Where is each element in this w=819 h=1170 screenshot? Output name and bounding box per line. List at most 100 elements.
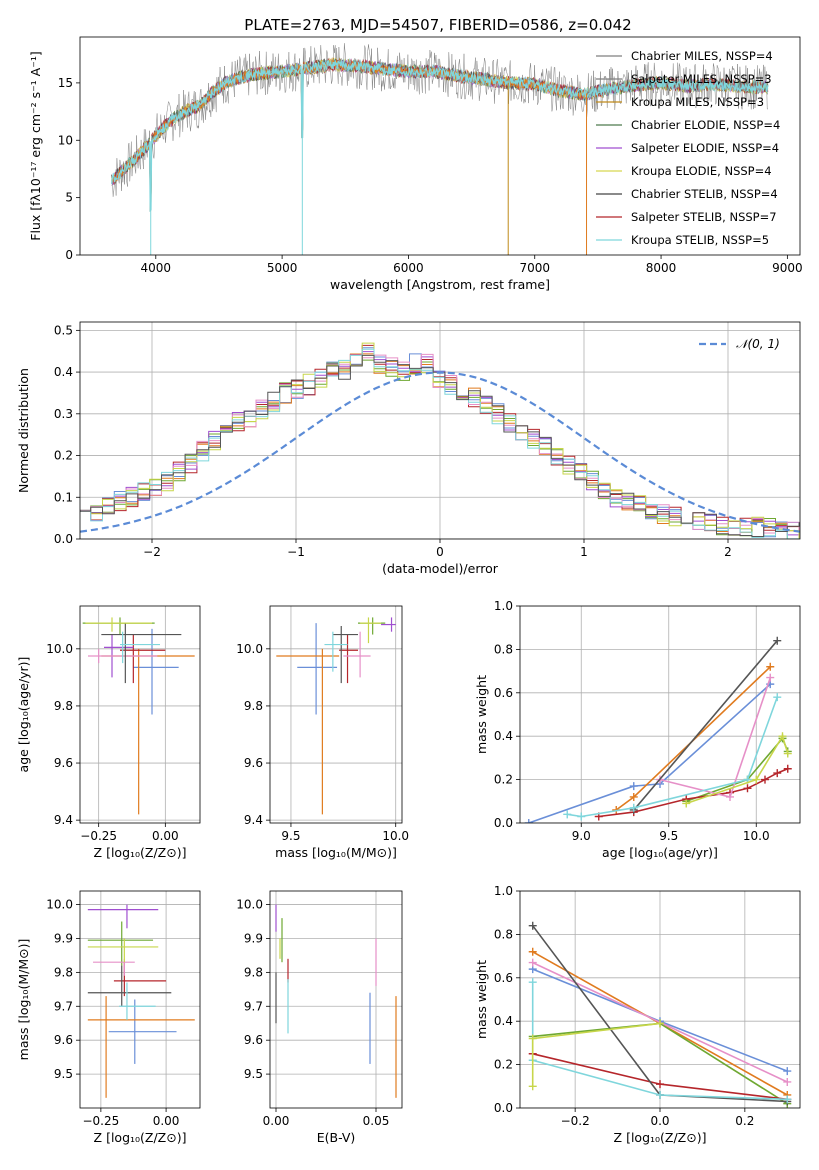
mass-weight-marker	[629, 782, 638, 791]
y-tick-label: 0.8	[494, 927, 513, 941]
mass-weight-line	[685, 736, 789, 803]
x-tick-label: 10.0	[743, 829, 770, 843]
y-tick-label: 15	[58, 76, 73, 90]
x-tick-label: 0	[436, 545, 444, 559]
y-axis-label: mass weight	[474, 960, 489, 1039]
x-axis-label: Z [log₁₀(Z/Z⊙)]	[614, 1130, 707, 1145]
y-tick-label: 0.6	[494, 971, 513, 985]
y-tick-label: 0.3	[54, 407, 73, 421]
plot-area	[520, 891, 800, 1108]
mass-weight-marker	[528, 1034, 537, 1043]
y-tick-label: 0.4	[494, 729, 513, 743]
x-axis-label: Z [log₁₀(Z/Z⊙)]	[94, 1130, 187, 1145]
y-axis-label: age [log₁₀(age/yr)]	[16, 657, 31, 773]
y-tick-label: 0.2	[494, 773, 513, 787]
y-axis-label: Flux [fλ10⁻¹⁷ erg cm⁻² s⁻¹ A⁻¹]	[28, 51, 43, 240]
x-tick-label: 4000	[141, 261, 172, 275]
y-tick-label: 9.7	[54, 999, 73, 1013]
x-axis-label: E(B-V)	[317, 1130, 356, 1145]
mass-weight-marker	[773, 693, 782, 702]
panel-age-vs-mass: 9.5 10.0 9.4 9.6 9.8 10.0 mass [log₁₀(M/M⊙)]	[236, 605, 409, 860]
panel-age-vs-Z: −0.25 0.00 9.4 9.6 9.8 10.0 Z [log₁₀(Z/Z⊙)] age…	[16, 605, 201, 860]
legend-label: Chabrier STELIB, NSSP=4	[631, 187, 778, 201]
histogram-step-line	[80, 359, 800, 539]
y-tick-label: 0	[65, 248, 73, 262]
y-tick-label: 5	[65, 191, 73, 205]
y-tick-label: 0.4	[54, 365, 73, 379]
mass-weight-marker	[773, 769, 782, 778]
mass-weight-marker	[726, 792, 734, 801]
y-tick-label: 9.9	[54, 931, 73, 945]
panel-mass-vs-Z: −0.25 0.00 9.5 9.6 9.7 9.8 9.9 10.0 Z [log₁₀(Z/Z…	[16, 890, 201, 1145]
histogram-step-line	[80, 351, 800, 536]
y-tick-label: 9.4	[54, 813, 73, 827]
mass-weight-marker	[528, 921, 537, 930]
x-tick-label: 0.0	[650, 1114, 669, 1128]
y-tick-label: 9.5	[54, 1067, 73, 1081]
x-tick-label: 0.00	[263, 1114, 290, 1128]
x-axis-label: (data-model)/error	[382, 561, 499, 576]
y-tick-label: 10.0	[236, 898, 263, 912]
mass-weight-line	[528, 683, 771, 823]
plot-area	[270, 891, 402, 1108]
x-tick-label: −0.25	[80, 829, 117, 843]
axes-frame	[79, 605, 201, 824]
spectrum-model-line	[111, 59, 769, 213]
mass-weight-line	[531, 982, 788, 1101]
x-axis-label: wavelength [Angstrom, rest frame]	[330, 277, 550, 292]
x-tick-label: 9.0	[572, 829, 591, 843]
x-tick-label: 2	[724, 545, 732, 559]
mass-weight-line	[685, 734, 789, 805]
mass-weight-marker	[528, 947, 537, 956]
mass-weight-marker	[656, 1090, 664, 1099]
mass-weight-marker	[773, 636, 782, 645]
y-tick-label: 9.5	[244, 1067, 263, 1081]
y-tick-label: 9.7	[244, 999, 263, 1013]
legend-label: Kroupa STELIB, NSSP=5	[631, 233, 769, 247]
legend-label: Kroupa ELODIE, NSSP=4	[631, 164, 772, 178]
mass-weight-marker	[629, 803, 638, 812]
x-tick-label: 0.00	[152, 829, 179, 843]
x-tick-label: 5000	[267, 261, 298, 275]
x-tick-label: 0.05	[363, 1114, 390, 1128]
x-tick-label: −2	[143, 545, 161, 559]
y-tick-label: 0.0	[54, 532, 73, 546]
y-tick-label: 0.0	[494, 1101, 513, 1115]
mass-weight-marker	[766, 662, 775, 671]
x-tick-label: 0.00	[153, 1114, 180, 1128]
histogram-step-line	[80, 354, 800, 537]
plot-area	[80, 322, 800, 539]
y-tick-label: 10.0	[46, 642, 73, 656]
histogram-step-line	[80, 353, 800, 533]
x-tick-label: 6000	[393, 261, 424, 275]
panel-mass-weight-vs-age: 9.0 9.5 10.0 0.0 0.2 0.4 0.6 0.8 1.0 age [log₁₀(a…	[474, 599, 801, 860]
legend-label: Chabrier MILES, NSSP=4	[631, 49, 773, 63]
mass-weight-marker	[761, 775, 769, 784]
y-tick-label: 0.1	[54, 490, 73, 504]
y-tick-label: 1.0	[494, 884, 513, 898]
y-tick-label: 9.8	[54, 699, 73, 713]
x-tick-label: 9.5	[281, 829, 300, 843]
mass-weight-marker	[752, 775, 761, 784]
normal-curve-line	[80, 371, 800, 533]
mass-weight-marker	[783, 1095, 792, 1104]
mass-weight-marker	[783, 749, 792, 758]
axes-frame	[79, 36, 801, 256]
y-tick-label: 1.0	[494, 599, 513, 613]
plot-area	[80, 891, 200, 1108]
legend-label: Chabrier ELODIE, NSSP=4	[631, 118, 780, 132]
x-axis-label: age [log₁₀(age/yr)]	[602, 845, 718, 860]
y-tick-label: 0.6	[494, 686, 513, 700]
x-tick-label: 0.2	[735, 1114, 754, 1128]
x-tick-label: 10.0	[382, 829, 409, 843]
y-tick-label: 10.0	[46, 898, 73, 912]
y-tick-label: 9.6	[54, 1033, 73, 1047]
y-tick-label: 9.6	[244, 756, 263, 770]
mass-weight-marker	[682, 799, 691, 808]
mass-weight-line	[598, 768, 789, 818]
mass-weight-marker	[656, 1080, 664, 1089]
mass-weight-marker	[563, 810, 572, 819]
y-tick-label: 0.5	[54, 323, 73, 337]
mass-weight-marker	[528, 958, 537, 967]
x-tick-label: 7000	[519, 261, 550, 275]
